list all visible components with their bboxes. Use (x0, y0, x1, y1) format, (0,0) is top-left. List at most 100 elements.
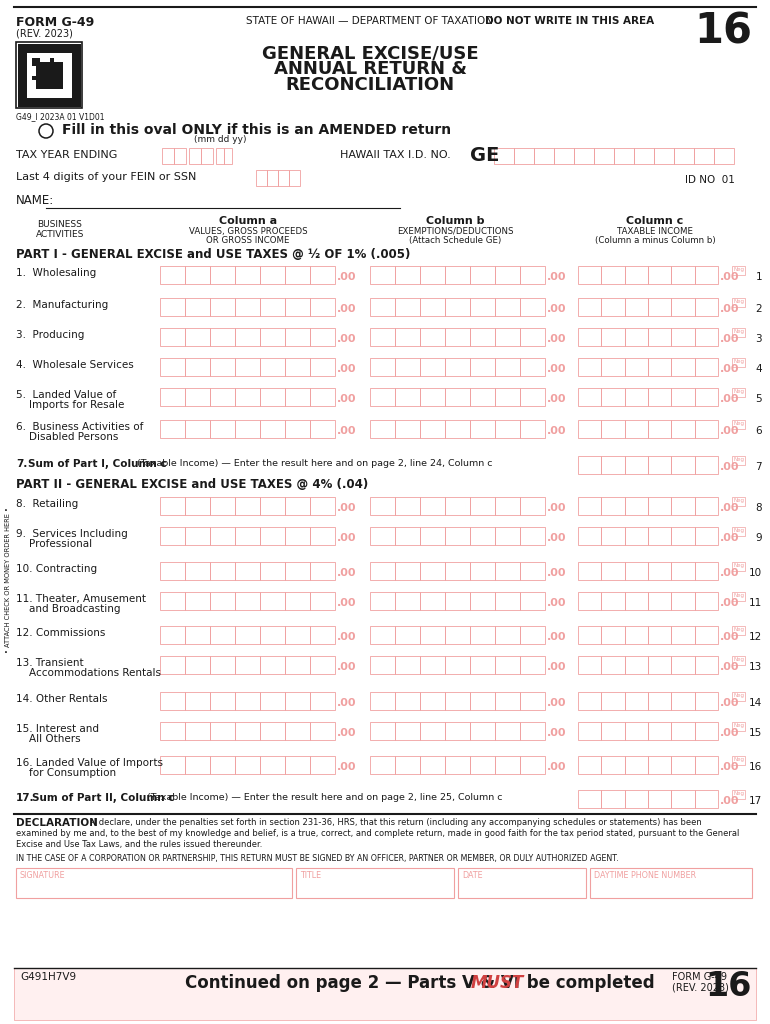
Text: .00: .00 (337, 365, 357, 374)
Bar (310, 497, 335, 515)
Bar (72, 89, 81, 98)
Bar (578, 497, 601, 515)
Bar (370, 527, 395, 545)
Bar (601, 692, 624, 710)
Bar (732, 592, 745, 601)
Bar (445, 358, 470, 376)
Text: -I declare, under the penalties set forth in section 231-36, HRS, that this retu: -I declare, under the penalties set fort… (88, 818, 701, 827)
Bar (185, 722, 210, 740)
Bar (18, 44, 27, 53)
Text: 6.  Business Activities of: 6. Business Activities of (16, 422, 143, 432)
Bar (260, 626, 285, 644)
Text: STATE OF HAWAII — DEPARTMENT OF TAXATION: STATE OF HAWAII — DEPARTMENT OF TAXATION (246, 16, 494, 26)
Bar (27, 98, 36, 106)
Text: Neg: Neg (733, 657, 744, 662)
Bar (671, 790, 695, 808)
Bar (185, 358, 210, 376)
Bar (732, 388, 745, 397)
Bar (648, 358, 671, 376)
Bar (495, 527, 520, 545)
Bar (671, 562, 695, 580)
Bar (732, 656, 745, 666)
Text: 14. Other Rentals: 14. Other Rentals (16, 694, 108, 705)
Bar (470, 497, 495, 515)
Bar (45, 71, 54, 80)
Text: 11: 11 (748, 598, 762, 608)
Bar (420, 722, 445, 740)
Bar (224, 148, 232, 164)
Text: GE: GE (470, 146, 500, 165)
Bar (574, 148, 594, 164)
Bar (285, 626, 310, 644)
Bar (732, 692, 745, 701)
Bar (648, 456, 671, 474)
Bar (520, 420, 545, 438)
Bar (395, 388, 420, 406)
Bar (694, 148, 714, 164)
Bar (36, 80, 45, 89)
Bar (210, 497, 235, 515)
Text: 4.  Wholesale Services: 4. Wholesale Services (16, 360, 134, 370)
Bar (578, 692, 601, 710)
Bar (210, 656, 235, 674)
Bar (624, 298, 648, 316)
Bar (634, 148, 654, 164)
Bar (624, 592, 648, 610)
Text: 9: 9 (755, 534, 762, 543)
Bar (260, 388, 285, 406)
Text: PART II - GENERAL EXCISE and USE TAXES @ 4% (.04): PART II - GENERAL EXCISE and USE TAXES @… (16, 478, 368, 490)
Bar (285, 420, 310, 438)
Text: G491H7V9: G491H7V9 (20, 972, 76, 982)
Text: (REV. 2023): (REV. 2023) (16, 28, 73, 38)
Bar (54, 44, 63, 53)
Bar (201, 148, 213, 164)
Text: .00: .00 (720, 272, 739, 283)
Bar (285, 328, 310, 346)
Bar (624, 790, 648, 808)
Bar (601, 722, 624, 740)
Bar (601, 420, 624, 438)
Bar (578, 790, 601, 808)
Bar (235, 592, 260, 610)
Bar (624, 328, 648, 346)
Bar (732, 527, 745, 537)
Bar (732, 562, 745, 571)
Bar (185, 298, 210, 316)
Bar (395, 592, 420, 610)
Bar (732, 456, 745, 465)
Bar (520, 592, 545, 610)
Bar (671, 358, 695, 376)
Bar (45, 62, 54, 71)
Bar (445, 656, 470, 674)
Bar (395, 626, 420, 644)
Bar (72, 98, 81, 106)
Text: be completed: be completed (521, 974, 654, 992)
Bar (49, 67, 53, 71)
Bar (648, 692, 671, 710)
Bar (285, 388, 310, 406)
Bar (235, 692, 260, 710)
Text: .00: .00 (720, 728, 739, 738)
Bar (370, 420, 395, 438)
Bar (495, 497, 520, 515)
Text: .00: .00 (337, 598, 357, 608)
Bar (654, 148, 674, 164)
Bar (210, 266, 235, 284)
Text: .00: .00 (547, 304, 567, 314)
Bar (210, 328, 235, 346)
Bar (395, 562, 420, 580)
Bar (624, 692, 648, 710)
Bar (601, 358, 624, 376)
Bar (49, 57, 53, 61)
Bar (36, 44, 45, 53)
Text: .00: .00 (720, 698, 739, 709)
Bar (695, 328, 718, 346)
Text: .00: .00 (547, 632, 567, 642)
Bar (216, 148, 224, 164)
Text: .00: .00 (547, 426, 567, 436)
Text: Disabled Persons: Disabled Persons (16, 432, 119, 442)
Text: .00: .00 (720, 426, 739, 436)
Text: .00: .00 (720, 394, 739, 404)
Bar (624, 527, 648, 545)
Bar (470, 358, 495, 376)
